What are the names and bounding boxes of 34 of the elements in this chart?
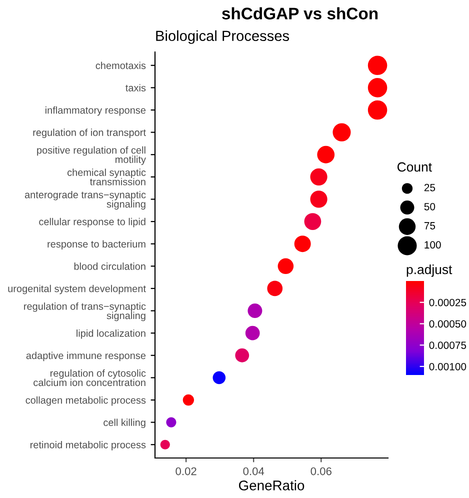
color-bar-label: 0.00025 <box>429 298 466 306</box>
y-tick-label: chemotaxis <box>96 62 146 70</box>
color-bar-label: 0.00100 <box>429 362 466 370</box>
y-tick-label: retinoid metabolic process <box>30 440 146 450</box>
y-tick-label: cell killing <box>104 418 146 428</box>
legend-label: 50 <box>424 202 436 210</box>
y-tick-label: adaptive immune response <box>26 352 146 362</box>
y-tick-label: positive regulation of cell motility <box>37 146 146 165</box>
y-tick-label: taxis <box>126 84 146 92</box>
y-tick-label: response to bacterium <box>48 240 146 250</box>
chart-subtitle: Biological Processes <box>156 30 290 44</box>
color-bar-label: 0.00050 <box>429 320 466 328</box>
y-tick-label: lipid localization <box>76 329 146 339</box>
color-bar-title: p.adjust <box>406 264 452 277</box>
y-tick-label: blood circulation <box>74 262 146 270</box>
chart-title: shCdGAP vs shCon <box>222 7 378 20</box>
y-tick-label: urogenital system development <box>8 284 146 294</box>
y-tick-label: chemical synaptic transmission <box>67 168 146 186</box>
legend-label: 25 <box>424 184 436 192</box>
x-axis-title: GeneRatio <box>239 480 304 490</box>
y-tick-label: cellular response to lipid <box>39 218 146 228</box>
legend-title: Count <box>397 162 432 172</box>
y-tick-label: regulation of cytosolic calcium ion concentration <box>34 369 146 386</box>
x-tick-label: 0.04 <box>243 467 264 476</box>
x-tick-label: 0.02 <box>176 467 196 476</box>
y-tick-label: regulation of ion transport <box>33 128 146 138</box>
x-tick-label: 0.06 <box>310 467 332 476</box>
legend-label: 100 <box>424 241 441 249</box>
legend-label: 75 <box>424 222 436 230</box>
y-tick-label: regulation of trans−synaptic signaling <box>24 302 146 322</box>
y-tick-label: collagen metabolic process <box>26 396 146 406</box>
color-bar-label: 0.00075 <box>429 342 466 349</box>
y-tick-label: inflammatory response <box>45 106 146 116</box>
y-tick-label: anterograde trans−synaptic signaling <box>24 190 146 210</box>
